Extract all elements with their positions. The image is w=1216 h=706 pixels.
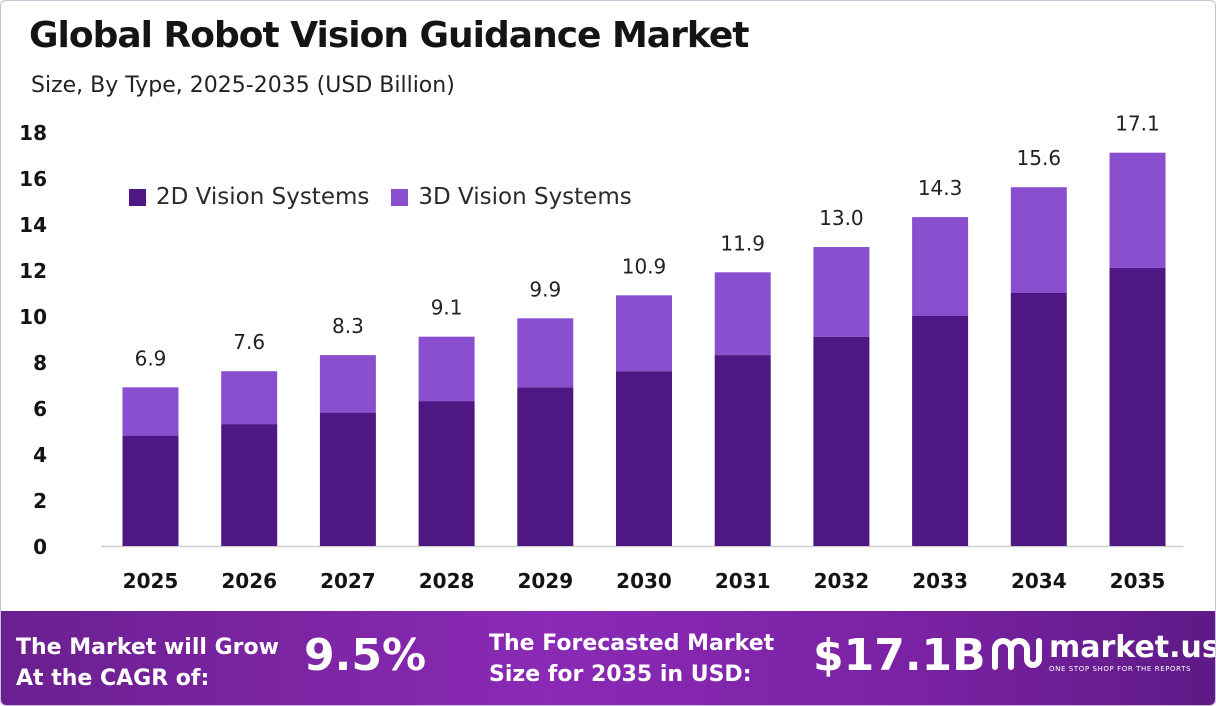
brand-logo: market.us ONE STOP SHOP FOR THE REPORTS (991, 630, 1216, 673)
y-tick-label: 16 (19, 167, 47, 191)
legend-swatch-3d (391, 188, 409, 206)
bar-3d-vision-systems (319, 355, 376, 413)
bar-2d-vision-systems (122, 435, 179, 546)
bar-total-label: 8.3 (332, 314, 364, 338)
y-tick-label: 10 (19, 305, 47, 329)
footer-banner: The Market will Grow At the CAGR of: 9.5… (1, 611, 1215, 705)
bar-2d-vision-systems (912, 316, 969, 546)
x-tick-label: 2033 (912, 569, 968, 593)
bar-total-label: 9.9 (529, 277, 561, 301)
bar-3d-vision-systems (221, 371, 278, 425)
brand-name: market.us (1049, 630, 1216, 665)
y-tick-label: 14 (19, 213, 47, 237)
brand-tagline: ONE STOP SHOP FOR THE REPORTS (1049, 665, 1192, 673)
forecast-label-line2: Size for 2035 in USD: (489, 662, 752, 687)
bar-2d-vision-systems (616, 371, 672, 546)
bar-2d-vision-systems (1010, 293, 1067, 546)
x-tick-label: 2025 (123, 569, 179, 593)
cagr-label-line2: At the CAGR of: (16, 666, 210, 691)
y-tick-label: 18 (19, 121, 47, 145)
x-tick-label: 2029 (517, 569, 573, 593)
y-tick-label: 4 (33, 443, 47, 467)
bar-2d-vision-systems (813, 336, 870, 546)
bar-total-label: 7.6 (233, 330, 265, 354)
bar-chart: 0 2 4 6 8 10 12 14 16 18 6.9 2025 7.6 2026 8.3 2027 9.1 2… (19, 112, 1183, 593)
bar-2d-vision-systems (1109, 267, 1166, 546)
chart-title: Global Robot Vision Guidance Market (29, 15, 749, 56)
market-us-logo-icon (992, 638, 1042, 670)
bar-3d-vision-systems (912, 217, 969, 316)
bar-total-label: 10.9 (622, 254, 667, 278)
cagr-label-line1: The Market will Grow (16, 635, 279, 660)
x-tick-label: 2027 (320, 569, 376, 593)
bar-2d-vision-systems (517, 387, 574, 546)
legend-label-3d: 3D Vision Systems (418, 184, 632, 210)
x-tick-label: 2030 (616, 569, 672, 593)
bar-3d-vision-systems (1010, 187, 1067, 293)
bar-3d-vision-systems (616, 295, 672, 372)
x-tick-label: 2026 (221, 569, 277, 593)
x-tick-label: 2028 (419, 569, 475, 593)
bar-3d-vision-systems (517, 318, 574, 388)
forecast-label-line1: The Forecasted Market (489, 631, 775, 656)
cagr-value: 9.5% (304, 630, 427, 681)
y-tick-label: 0 (33, 535, 47, 559)
x-tick-label: 2031 (715, 569, 771, 593)
bar-total-label: 9.1 (431, 296, 463, 320)
legend-item-3d: 3D Vision Systems (391, 184, 632, 210)
bar-3d-vision-systems (1109, 152, 1166, 268)
chart-legend: 2D Vision Systems 3D Vision Systems (129, 184, 654, 210)
bar-total-label: 13.0 (819, 206, 864, 230)
bar-total-label: 14.3 (918, 176, 963, 200)
bar-2d-vision-systems (319, 412, 376, 546)
y-tick-label: 2 (33, 489, 47, 513)
bar-total-label: 6.9 (135, 346, 167, 370)
legend-swatch-2d (129, 188, 146, 206)
legend-label-2d: 2D Vision Systems (156, 184, 370, 210)
x-tick-label: 2034 (1011, 569, 1067, 593)
bar-3d-vision-systems (714, 272, 771, 356)
bar-total-label: 15.6 (1017, 146, 1062, 170)
bar-total-label: 17.1 (1115, 112, 1160, 136)
x-tick-label: 2032 (814, 569, 870, 593)
bar-2d-vision-systems (221, 424, 278, 546)
bar-total-label: 11.9 (720, 231, 765, 255)
x-tick-label: 2035 (1110, 569, 1166, 593)
bar-3d-vision-systems (122, 387, 179, 436)
bar-2d-vision-systems (714, 355, 771, 546)
bar-2d-vision-systems (418, 401, 475, 546)
cagr-label: The Market will Grow At the CAGR of: (16, 632, 279, 694)
legend-item-2d: 2D Vision Systems (129, 184, 369, 210)
bar-3d-vision-systems (813, 247, 870, 337)
y-tick-label: 12 (19, 259, 47, 283)
y-tick-label: 6 (33, 397, 47, 421)
forecast-value: $17.1B (813, 630, 986, 681)
bar-3d-vision-systems (418, 336, 475, 402)
chart-subtitle: Size, By Type, 2025-2035 (USD Billion) (31, 73, 455, 98)
forecast-label: The Forecasted Market Size for 2035 in U… (489, 628, 774, 690)
y-tick-label: 8 (33, 351, 47, 375)
